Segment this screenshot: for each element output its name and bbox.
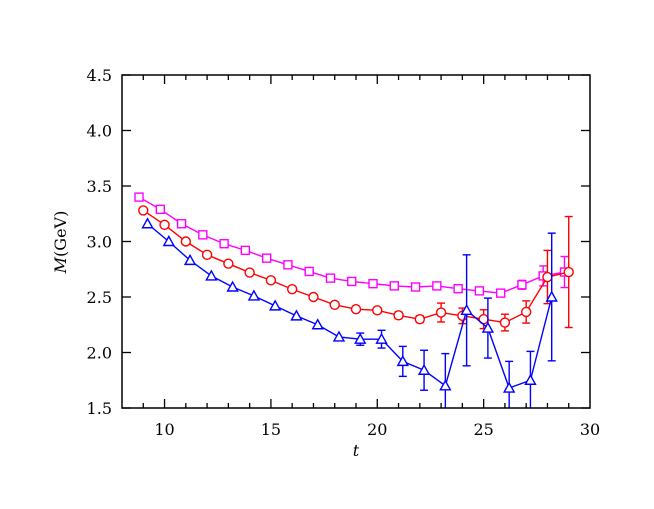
- data-point-triangle: [502, 381, 516, 393]
- y-axis-label-symbol: M: [51, 256, 70, 274]
- x-tick-label: 15: [261, 420, 281, 439]
- data-point-circle: [329, 299, 340, 310]
- data-point-circle: [138, 205, 149, 216]
- data-point-triangle: [417, 363, 431, 375]
- tick-labels: 10 15 20 25 30 1.5 2.0 2.5 3.0 3.5 4.0 4.5: [87, 66, 601, 439]
- x-tick-label: 30: [580, 420, 600, 439]
- series-triangle: [141, 217, 558, 408]
- data-point-triangle: [396, 354, 409, 367]
- data-point-square: [240, 245, 251, 256]
- data-point-triangle: [183, 253, 197, 266]
- data-point-triangle: [332, 330, 346, 342]
- y-tick-label: 3.0: [87, 233, 112, 252]
- series-square: [134, 192, 570, 298]
- data-point-square: [432, 281, 442, 291]
- data-point-square: [368, 278, 378, 289]
- y-tick-label: 2.0: [87, 344, 112, 363]
- data-point-triangle: [268, 299, 282, 311]
- data-point-triangle: [460, 303, 473, 316]
- data-point-circle: [159, 219, 170, 231]
- data-point-circle: [563, 266, 574, 278]
- data-point-triangle: [247, 289, 261, 301]
- data-point-circle: [414, 314, 426, 325]
- data-point-square: [304, 266, 314, 277]
- y-tick-label: 1.5: [87, 399, 112, 418]
- data-point-circle: [244, 267, 255, 278]
- data-point-circle: [520, 306, 532, 318]
- data-point-square: [283, 260, 293, 270]
- data-point-circle: [223, 258, 234, 269]
- data-point-square: [389, 281, 399, 291]
- data-point-square: [347, 276, 357, 287]
- data-point-triangle: [481, 321, 495, 333]
- data-point-circle: [435, 307, 447, 318]
- data-point-square: [198, 230, 208, 240]
- data-point-square: [325, 273, 336, 283]
- y-tick-label: 4.0: [87, 122, 112, 141]
- y-axis-label: M(GeV): [51, 211, 70, 275]
- x-tick-label: 25: [473, 420, 493, 439]
- data-point-square: [453, 283, 463, 294]
- data-point-square: [410, 282, 421, 292]
- data-point-triangle: [524, 373, 537, 385]
- x-tick-label: 10: [154, 420, 174, 439]
- data-point-square: [261, 253, 272, 263]
- data-point-square: [495, 288, 506, 298]
- plot-frame: [121, 74, 591, 409]
- data-point-square: [474, 286, 485, 296]
- data-point-circle: [350, 304, 362, 315]
- x-axis-label: t: [353, 441, 360, 460]
- data-point-triangle: [375, 332, 388, 344]
- data-point-triangle: [205, 269, 218, 281]
- data-point-circle: [180, 236, 192, 247]
- data-point-triangle: [141, 217, 154, 229]
- ticks: [122, 74, 590, 409]
- data-point-square: [176, 219, 187, 229]
- y-tick-label: 2.5: [87, 288, 112, 307]
- y-tick-label: 4.5: [87, 66, 112, 85]
- data-point-circle: [542, 271, 553, 283]
- data-point-triangle: [290, 309, 303, 321]
- data-point-circle: [372, 305, 383, 316]
- data-point-triangle: [545, 290, 558, 302]
- data-point-circle: [286, 284, 298, 295]
- data-point-triangle: [311, 318, 324, 330]
- data-point-triangle: [226, 280, 239, 292]
- data-point-triangle: [439, 379, 452, 391]
- y-axis-label-unit: (GeV): [51, 211, 70, 257]
- data-point-circle: [393, 310, 404, 321]
- data-point-circle: [201, 249, 213, 261]
- data-point-circle: [308, 291, 319, 303]
- data-point-square: [219, 239, 229, 249]
- series-layer: [134, 192, 574, 408]
- data-point-square: [517, 280, 527, 290]
- data-point-triangle: [354, 332, 367, 344]
- series-circle: [138, 205, 574, 332]
- data-point-square: [155, 204, 165, 215]
- data-point-square: [134, 192, 144, 202]
- data-point-triangle: [162, 235, 175, 247]
- x-tick-label: 20: [367, 420, 387, 439]
- data-point-circle: [499, 317, 511, 328]
- y-tick-label: 3.5: [87, 177, 112, 196]
- series-line: [147, 223, 553, 389]
- data-point-circle: [265, 275, 277, 286]
